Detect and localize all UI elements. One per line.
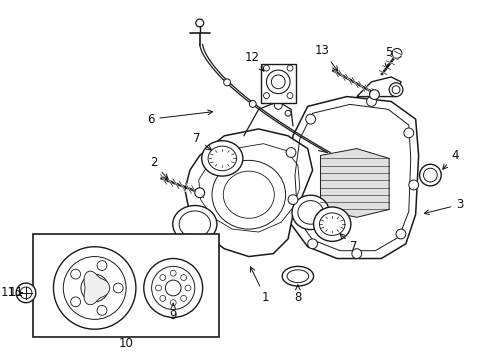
Circle shape <box>71 297 81 307</box>
Text: 11: 11 <box>1 287 22 300</box>
Circle shape <box>366 96 376 107</box>
Circle shape <box>160 296 165 301</box>
Circle shape <box>184 285 190 291</box>
Text: 13: 13 <box>314 44 337 71</box>
Bar <box>33 234 219 337</box>
Circle shape <box>97 261 107 270</box>
Circle shape <box>113 283 123 293</box>
Text: 12: 12 <box>244 51 264 71</box>
Text: 8: 8 <box>294 285 301 304</box>
Circle shape <box>408 180 418 190</box>
Circle shape <box>287 195 297 204</box>
Text: 7: 7 <box>339 234 357 253</box>
Text: 9: 9 <box>169 303 177 322</box>
Circle shape <box>53 247 136 329</box>
Circle shape <box>170 300 176 306</box>
Circle shape <box>388 83 402 96</box>
Circle shape <box>180 275 186 280</box>
Text: 2: 2 <box>149 156 167 179</box>
Ellipse shape <box>313 207 350 241</box>
Text: 4: 4 <box>442 149 458 169</box>
Circle shape <box>71 269 81 279</box>
Bar <box>260 64 295 103</box>
Text: 6: 6 <box>146 110 212 126</box>
Circle shape <box>223 79 230 86</box>
Circle shape <box>16 283 36 303</box>
Text: 10: 10 <box>119 337 133 350</box>
Circle shape <box>180 296 186 301</box>
Circle shape <box>286 93 292 99</box>
Ellipse shape <box>201 141 243 176</box>
Polygon shape <box>184 129 312 257</box>
Circle shape <box>391 49 401 58</box>
Polygon shape <box>320 149 388 217</box>
Circle shape <box>403 128 413 138</box>
Circle shape <box>305 114 315 124</box>
Circle shape <box>274 102 282 109</box>
Circle shape <box>194 188 204 198</box>
Ellipse shape <box>291 195 328 230</box>
Polygon shape <box>356 77 400 96</box>
Circle shape <box>160 275 165 280</box>
Circle shape <box>263 65 269 71</box>
Circle shape <box>195 19 203 27</box>
Circle shape <box>285 110 290 116</box>
Circle shape <box>97 306 107 315</box>
Text: 7: 7 <box>193 132 211 150</box>
Ellipse shape <box>282 266 313 286</box>
Text: 5: 5 <box>385 46 392 68</box>
Circle shape <box>286 65 292 71</box>
Text: 1: 1 <box>250 267 269 304</box>
Circle shape <box>249 100 256 107</box>
Circle shape <box>170 270 176 276</box>
Circle shape <box>155 285 161 291</box>
Text: 3: 3 <box>424 198 463 215</box>
Circle shape <box>263 93 269 99</box>
Text: 11: 11 <box>9 287 23 300</box>
Circle shape <box>307 239 317 249</box>
Circle shape <box>285 148 295 157</box>
Circle shape <box>391 86 399 94</box>
Circle shape <box>395 229 405 239</box>
Polygon shape <box>84 271 109 305</box>
Ellipse shape <box>419 164 440 186</box>
Circle shape <box>369 90 379 99</box>
Circle shape <box>351 249 361 258</box>
Ellipse shape <box>172 206 217 243</box>
Polygon shape <box>287 96 418 258</box>
Circle shape <box>143 258 202 318</box>
